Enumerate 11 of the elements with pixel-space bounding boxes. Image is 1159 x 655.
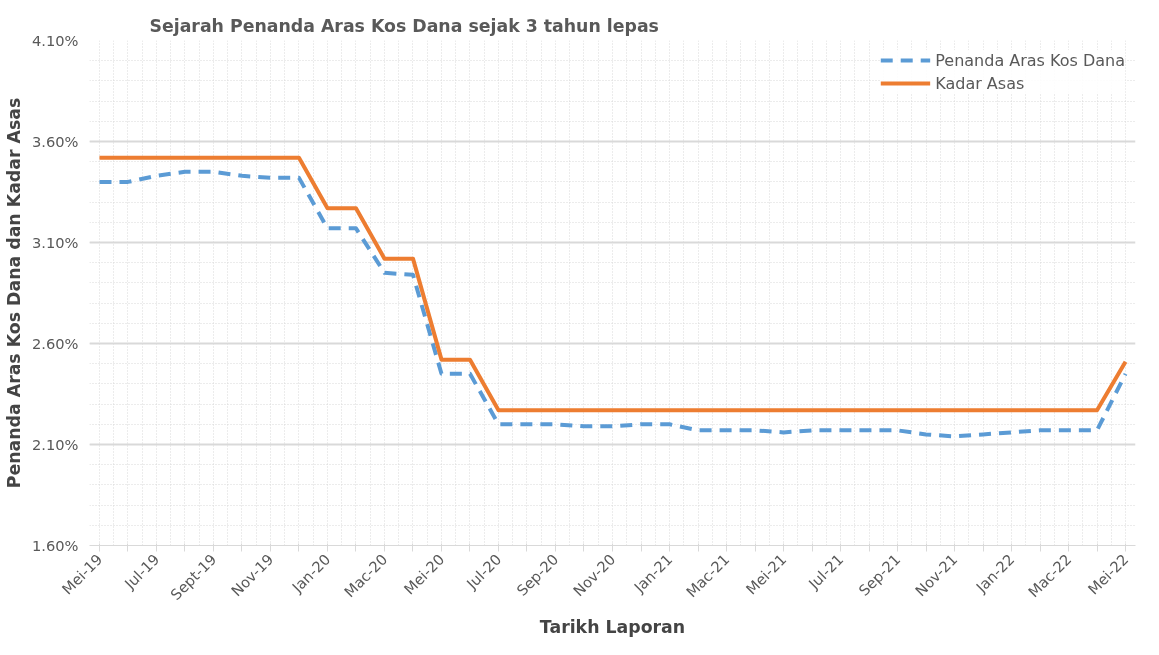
y-tick-label: 2.60% [31, 335, 79, 352]
y-tick-label: 2.10% [31, 436, 79, 453]
chart-title: Sejarah Penanda Aras Kos Dana sejak 3 tahun lepas [149, 15, 659, 36]
y-tick-label: 4.10% [31, 32, 79, 49]
y-tick-label: 1.60% [31, 537, 79, 554]
y-axis-title: Penanda Aras Kos Dana dan Kadar Asas [3, 97, 24, 489]
x-axis-title: Tarikh Laporan [539, 617, 686, 638]
y-tick-label: 3.60% [31, 133, 79, 150]
y-tick-label: 3.10% [31, 234, 79, 251]
legend-label: Penanda Aras Kos Dana [935, 50, 1125, 70]
legend-label: Kadar Asas [935, 73, 1025, 93]
